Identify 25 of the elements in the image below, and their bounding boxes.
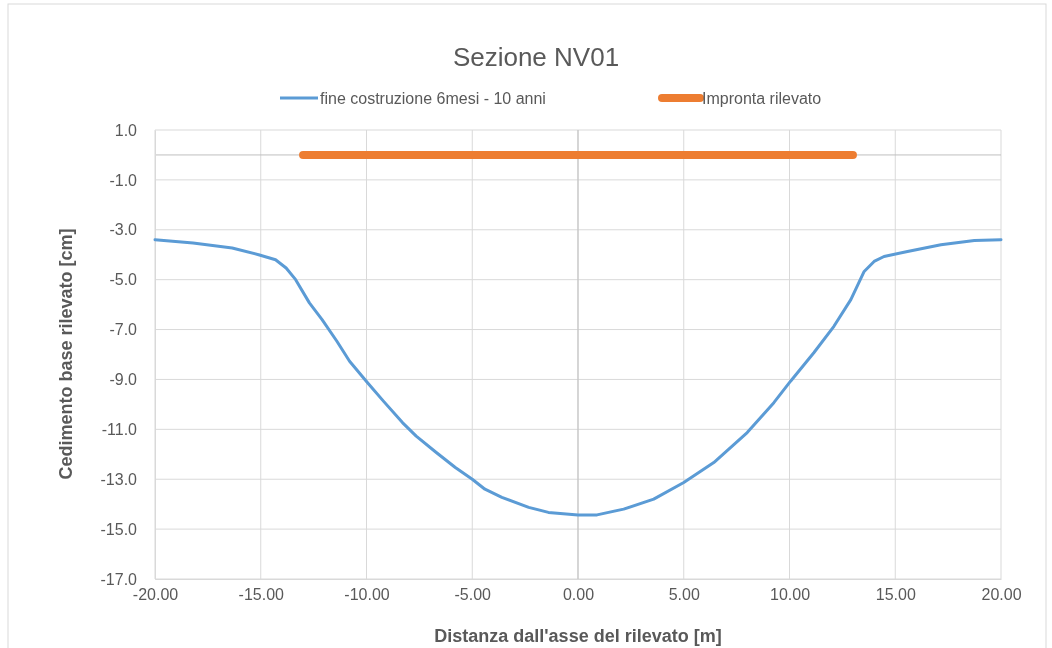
x-tick-label: 10.00 [769, 586, 811, 604]
legend-label: fine costruzione 6mesi - 10 anni [320, 90, 546, 107]
y-tick-label: 1.0 [114, 121, 138, 139]
y-tick-label: -3.0 [109, 221, 138, 239]
y-tick-label: -7.0 [109, 321, 138, 339]
x-tick-label: -5.00 [454, 586, 492, 604]
line-series [153, 238, 1003, 517]
y-tick-label: -9.0 [109, 371, 138, 389]
y-axis-title: Cedimento base rilevato [cm] [56, 228, 76, 480]
x-tick-label: 20.00 [981, 586, 1022, 604]
y-tick-label: -13.0 [100, 470, 138, 488]
y-tick-label: -5.0 [109, 271, 138, 289]
y-tick-label: -1.0 [109, 171, 138, 189]
x-axis-title: Distanza dall'asse del rilevato [m] [434, 626, 722, 646]
y-tick-label: -11.0 [101, 420, 138, 438]
x-tick-label: 0.00 [562, 586, 595, 604]
y-tick-label: -15.0 [100, 520, 138, 538]
x-tick-label: 5.00 [668, 586, 700, 604]
x-tick-label: -10.00 [344, 586, 390, 604]
x-tick-label: -15.00 [238, 586, 285, 604]
legend-label: Impronta rilevato [702, 90, 822, 107]
x-tick-label: 15.00 [875, 586, 916, 604]
chart-title: Sezione NV01 [452, 42, 620, 72]
y-tick-label: -17.0 [100, 570, 138, 588]
x-tick-label: -20.00 [132, 586, 179, 604]
